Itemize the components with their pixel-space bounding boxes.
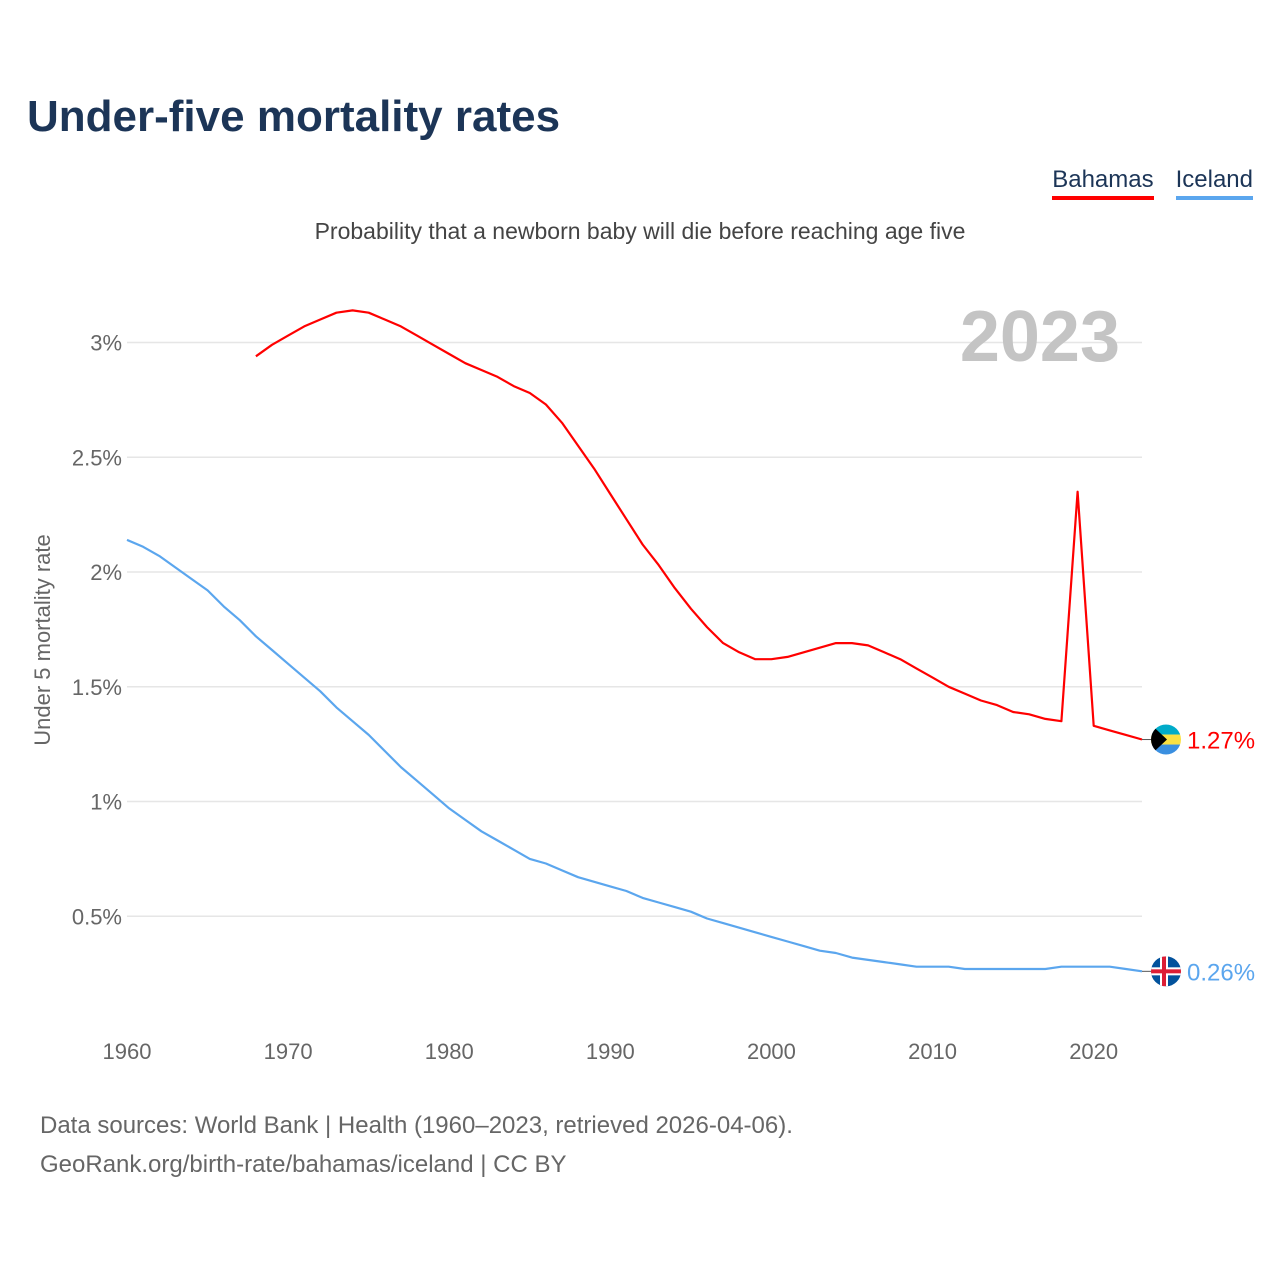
bahamas-flag-icon bbox=[1151, 724, 1181, 755]
end-value-label-iceland: 0.26% bbox=[1187, 959, 1255, 986]
legend-item-bahamas[interactable]: Bahamas bbox=[1052, 166, 1154, 200]
y-tick-label: 2.5% bbox=[72, 445, 122, 470]
x-tick-label: 2010 bbox=[908, 1039, 957, 1064]
flag-part bbox=[1151, 744, 1181, 755]
flag-part bbox=[1151, 724, 1167, 755]
series-line-iceland bbox=[126, 538, 1143, 973]
y-tick-label: 1.5% bbox=[72, 675, 122, 700]
y-tick-label: 1% bbox=[90, 790, 122, 815]
legend: Bahamas Iceland bbox=[1052, 166, 1253, 200]
y-axis-label: Under 5 mortality rate bbox=[30, 534, 55, 746]
footer-link[interactable]: GeoRank.org/birth-rate/bahamas/iceland |… bbox=[40, 1151, 567, 1178]
footer: Data sources: World Bank | Health (1960–… bbox=[40, 1106, 793, 1184]
legend-item-iceland[interactable]: Iceland bbox=[1175, 166, 1253, 200]
y-tick-label: 0.5% bbox=[72, 904, 122, 929]
chart-title: Under-five mortality rates bbox=[27, 92, 561, 141]
y-tick-label: 2% bbox=[90, 560, 122, 585]
x-tick-label: 2020 bbox=[1069, 1039, 1118, 1064]
end-value-label-bahamas: 1.27% bbox=[1187, 728, 1255, 755]
year-label: 2023 bbox=[960, 297, 1120, 377]
x-tick-label: 1960 bbox=[103, 1039, 152, 1064]
x-tick-label: 1980 bbox=[425, 1039, 474, 1064]
flag-part bbox=[1162, 956, 1166, 987]
series-line-bahamas bbox=[255, 309, 1143, 741]
footer-sources: Data sources: World Bank | Health (1960–… bbox=[40, 1112, 793, 1139]
x-tick-label: 1970 bbox=[264, 1039, 313, 1064]
flag-part bbox=[1151, 724, 1181, 735]
x-tick-label: 2000 bbox=[747, 1039, 796, 1064]
iceland-flag-icon bbox=[1151, 956, 1181, 987]
x-tick-label: 1990 bbox=[586, 1039, 635, 1064]
y-tick-label: 3% bbox=[90, 331, 122, 356]
chart-subtitle: Probability that a newborn baby will die… bbox=[314, 218, 966, 244]
